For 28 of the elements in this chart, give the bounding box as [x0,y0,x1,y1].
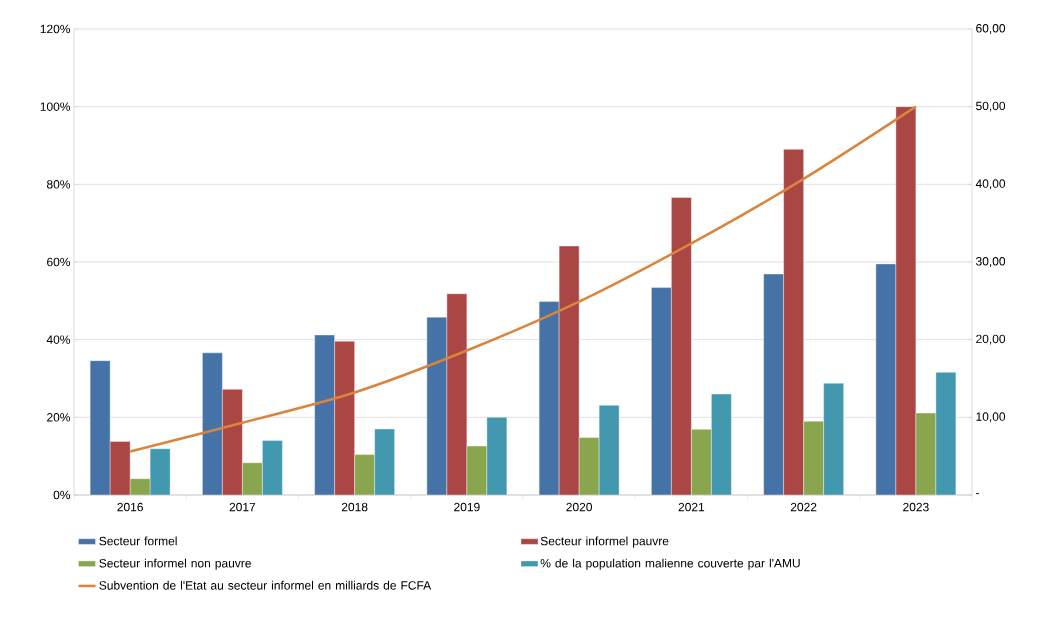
y2-tick-label: 10,00 [976,412,1006,423]
y-tick-label: 60% [47,257,71,267]
legend-label: Secteur informel non pauvre [99,558,251,570]
x-tick-label: 2016 [117,502,143,512]
x-tick-label: 2023 [903,502,929,512]
line-series [128,105,918,453]
x-tick-label: 2021 [678,502,705,512]
y-tick-label: 0% [53,490,71,500]
legend-label: Secteur formel [99,536,177,546]
legend-label: Secteur informel pauvre [540,536,669,548]
y2-tick-label: 50,00 [976,101,1006,112]
x-tick-label: 2017 [229,502,256,512]
y-tick-label: 20% [47,413,71,422]
y-tick-label: 40% [46,335,71,344]
y2-tick-label: 40,00 [975,179,1006,190]
y2-tick-label: 30,00 [975,257,1006,267]
y-tick-label: 80% [46,180,71,189]
y-tick-label: 100% [40,102,71,111]
x-tick-label: 2019 [454,502,480,512]
x-tick-label: 2020 [566,502,593,512]
y2-tick-label: - [976,493,979,495]
legend-label: % de la population malienne couverte par l'AMU [540,558,800,570]
y2-tick-label: 20,00 [976,334,1006,345]
x-tick-label: 2022 [790,502,817,512]
legend-label: Subvention de l'Etat au secteur informel en milliards de FCFA [99,580,432,590]
y-tick-label: 120% [40,24,71,34]
y2-tick-label: 60,00 [976,24,1006,34]
x-tick-label: 2018 [341,502,368,512]
